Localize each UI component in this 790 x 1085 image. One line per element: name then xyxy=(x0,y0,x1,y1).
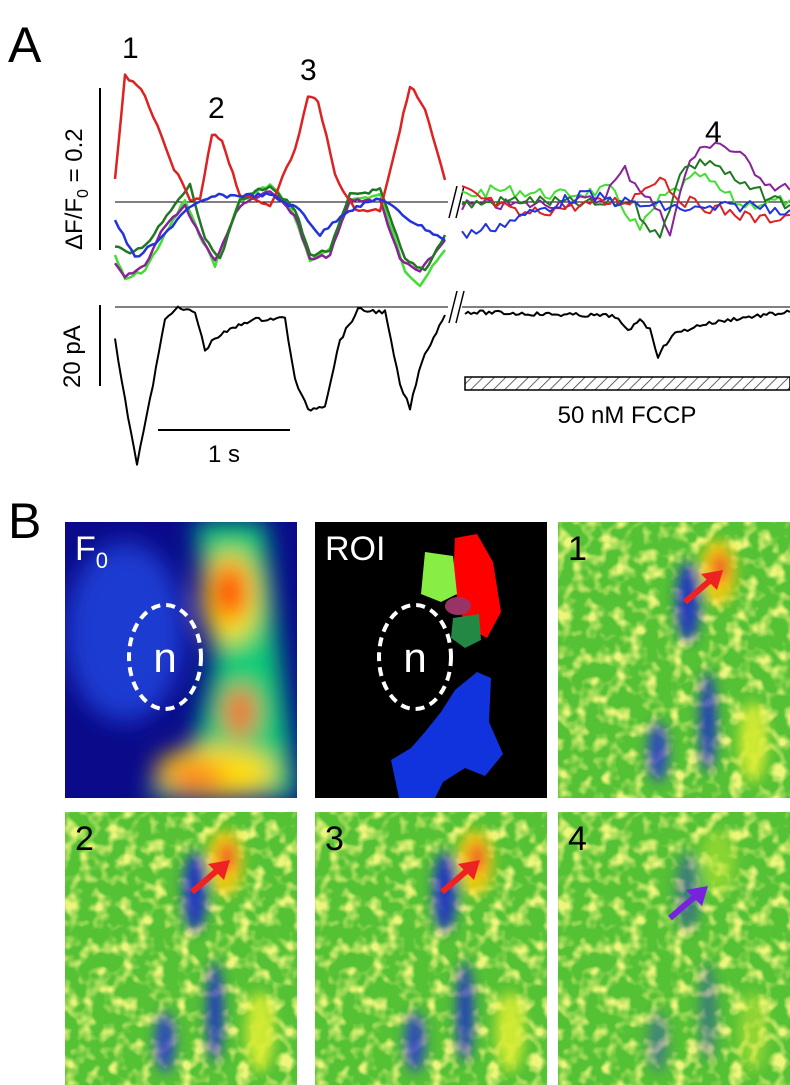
current-scale-label: 20 pA xyxy=(59,325,86,388)
blob xyxy=(65,542,185,722)
subscript: 0 xyxy=(96,548,108,573)
nucleus-label: n xyxy=(153,634,176,681)
drug-label: 50 nM FCCP xyxy=(558,402,697,429)
current-trace xyxy=(464,309,790,359)
axis-break xyxy=(448,185,465,324)
arrow xyxy=(440,865,472,895)
arrow-head xyxy=(701,570,723,590)
roi xyxy=(421,552,457,602)
micrograph: 1 xyxy=(558,522,790,798)
nucleus-outline xyxy=(377,603,453,711)
streak xyxy=(457,962,473,1062)
streak xyxy=(739,992,767,1072)
streak xyxy=(739,702,767,782)
text: F xyxy=(75,530,96,568)
nucleus-outline xyxy=(127,603,203,711)
micrograph: 3 xyxy=(315,812,547,1085)
spot xyxy=(700,830,736,894)
roi xyxy=(445,597,471,615)
signal xyxy=(155,830,274,1072)
micrograph: 4 xyxy=(558,812,790,1085)
streak xyxy=(207,962,223,1062)
event-label: 4 xyxy=(705,116,722,149)
text: ROI xyxy=(325,530,385,568)
image-label: 2 xyxy=(75,820,94,858)
subscript: 0 xyxy=(75,189,92,198)
blob xyxy=(165,763,225,791)
event-label: 1 xyxy=(122,32,139,65)
blob xyxy=(145,522,297,798)
fluorescence-trace xyxy=(461,176,790,224)
streak xyxy=(405,1012,425,1072)
time-scale-label: 1 s xyxy=(208,441,240,468)
text: ΔF/F xyxy=(61,198,88,250)
image-label: 1 xyxy=(568,530,587,568)
event-label: 3 xyxy=(300,54,317,87)
text: 3 xyxy=(325,820,344,858)
drug-bar xyxy=(464,376,790,391)
event-label: 2 xyxy=(208,92,225,125)
image-label: F0 xyxy=(75,530,108,573)
signal xyxy=(648,830,767,1072)
fluorescence-trace xyxy=(461,141,790,237)
streak xyxy=(246,992,274,1072)
text: 2 xyxy=(75,820,94,858)
arrow-head xyxy=(686,886,708,906)
arrow xyxy=(683,575,715,605)
traces xyxy=(113,73,790,466)
streak xyxy=(496,992,524,1072)
panel-label: A xyxy=(8,17,42,73)
arrow xyxy=(190,865,222,895)
micrograph: n F0 xyxy=(65,522,297,798)
streak xyxy=(700,962,716,1062)
streak xyxy=(155,1012,175,1072)
streak xyxy=(648,722,668,782)
current-trace xyxy=(114,305,446,466)
fluorescence-trace xyxy=(113,73,447,213)
fluorescence xyxy=(65,522,297,798)
image-label: 3 xyxy=(325,820,344,858)
fluorescence-trace xyxy=(113,192,446,258)
text: = 0.2 xyxy=(61,128,88,189)
text: 1 xyxy=(568,530,587,568)
arrow-head xyxy=(458,860,480,880)
image-label: 4 xyxy=(568,820,587,858)
panel-label: B xyxy=(8,493,41,549)
fluor-scale-label: ΔF/F0 = 0.2 xyxy=(61,128,92,250)
micrograph: 2 xyxy=(65,812,297,1085)
streak xyxy=(700,672,716,772)
streak xyxy=(648,1012,668,1072)
micrograph: n ROI xyxy=(315,522,547,798)
arrow-head xyxy=(208,860,230,880)
image-label: ROI xyxy=(325,530,385,568)
nucleus-label: n xyxy=(403,634,426,681)
text: 4 xyxy=(568,820,587,858)
fluorescence-trace xyxy=(461,189,790,239)
fluorescence-trace xyxy=(114,182,447,272)
fluorescence-trace xyxy=(114,190,446,279)
arrow xyxy=(668,891,700,921)
blob xyxy=(212,562,248,622)
roi xyxy=(451,614,481,648)
roi xyxy=(391,672,503,798)
image-grid: n F0 n ROI 1 2 3 4 xyxy=(65,522,790,1085)
blob xyxy=(225,687,255,737)
